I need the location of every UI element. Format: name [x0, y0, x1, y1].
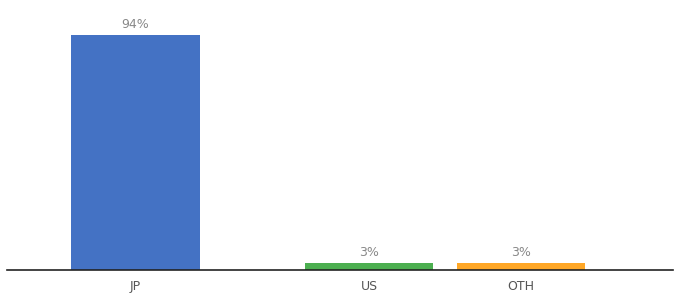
Text: 94%: 94%: [122, 18, 150, 31]
Bar: [305, 263, 433, 270]
Bar: [457, 263, 585, 270]
Text: 3%: 3%: [511, 246, 531, 259]
Text: 3%: 3%: [359, 246, 379, 259]
Bar: [71, 34, 200, 270]
